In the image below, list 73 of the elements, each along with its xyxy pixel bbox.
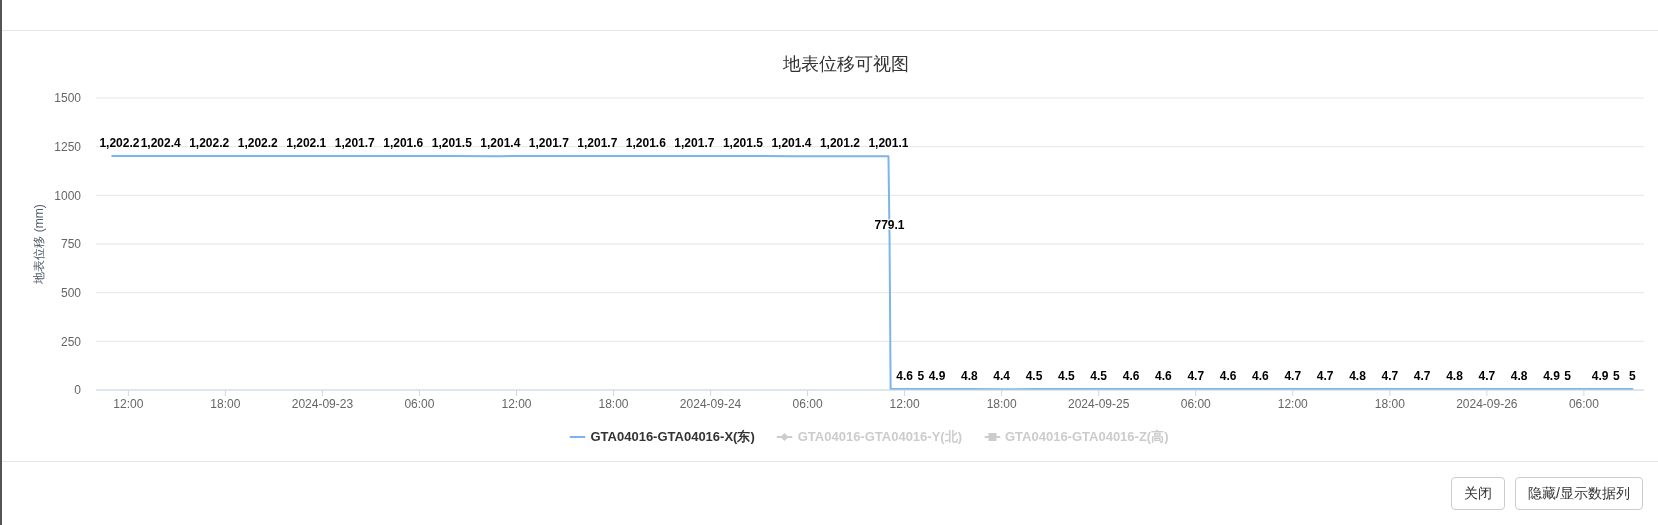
data-label: 1,202.4: [140, 135, 182, 150]
x-tick-label: 2024-09-26: [1456, 396, 1518, 411]
data-label: 4.5: [1058, 369, 1076, 384]
data-label: 4.7: [1284, 369, 1302, 384]
y-axis-title: 地表位移 (mm): [32, 204, 46, 284]
data-label: 1,201.7: [577, 136, 618, 151]
x-tick-label: 18:00: [986, 396, 1018, 411]
data-label: 4.7: [1316, 369, 1334, 384]
data-label: 4.9: [1543, 369, 1561, 384]
data-label: 5: [1612, 369, 1620, 384]
x-tick-label: 06:00: [1568, 396, 1600, 411]
data-label: 4.5: [1025, 369, 1043, 384]
x-tick-label: 06:00: [792, 396, 823, 411]
x-tick-label: 18:00: [1374, 396, 1406, 411]
data-label: 4.8: [960, 369, 978, 384]
x-tick-label: 12:00: [501, 396, 532, 411]
data-label: 1,201.1: [868, 136, 909, 151]
x-tick-label: 18:00: [598, 396, 629, 411]
x-tick-label: 2024-09-23: [291, 396, 354, 411]
data-label: 1,201.6: [625, 136, 667, 151]
data-label: 1,202.1: [286, 135, 327, 150]
y-tick-label: 1250: [54, 139, 82, 154]
data-label: 4.9: [1591, 369, 1609, 384]
data-label: 4.6: [1122, 369, 1140, 384]
data-label: 4.9: [928, 369, 946, 384]
data-label: 4.6: [1155, 369, 1173, 384]
data-label: 779.1: [874, 218, 905, 233]
button[interactable]: 关闭: [1451, 477, 1506, 510]
button[interactable]: 隐藏/显示数据列: [1515, 477, 1643, 510]
data-label: 4.8: [1446, 369, 1464, 384]
x-tick-label: 06:00: [404, 396, 435, 411]
x-tick-label: 12:00: [889, 396, 920, 411]
x-tick-label: 2024-09-25: [1068, 396, 1130, 411]
data-label: 1,201.7: [334, 136, 376, 151]
data-label: 1,202.2: [99, 135, 140, 150]
legend-label: GTA04016-GTA04016-X(东): [590, 429, 755, 444]
data-label: 4.7: [1187, 369, 1205, 384]
data-label: 1,201.7: [674, 136, 715, 151]
y-tick-label: 500: [60, 285, 82, 300]
chart-title: 地表位移可视图: [783, 54, 909, 74]
x-tick-label: 06:00: [1180, 396, 1212, 411]
data-label: 4.4: [993, 369, 1011, 384]
data-label: 4.8: [1349, 369, 1367, 384]
data-label: 1,201.4: [480, 136, 521, 151]
y-tick-label: 1000: [54, 188, 82, 203]
data-label: 1,202.2: [237, 135, 279, 150]
x-tick-label: 12:00: [1277, 396, 1309, 411]
line-series: [111, 154, 1634, 390]
x-tick-label: 2024-09-24: [679, 396, 742, 411]
y-tick-label: 0: [74, 383, 82, 398]
x-tick-label: 12:00: [113, 396, 144, 411]
data-label: 1,201.2: [819, 136, 861, 151]
data-label: 4.6: [896, 369, 914, 384]
data-label: 4.6: [1252, 369, 1270, 384]
data-label: 4.5: [1090, 369, 1108, 384]
data-label: 1,201.4: [771, 136, 812, 151]
data-label: 4.7: [1413, 369, 1431, 384]
data-label: 5: [1629, 369, 1637, 384]
y-tick-label: 750: [60, 237, 82, 252]
data-label: 1,201.6: [383, 136, 424, 151]
data-label: 4.8: [1510, 369, 1528, 384]
data-label: 1,201.7: [528, 136, 570, 151]
data-label: 4.6: [1219, 369, 1237, 384]
data-label: 4.7: [1381, 369, 1399, 384]
y-tick-label: 1500: [54, 91, 82, 106]
data-label: 1,201.5: [431, 136, 473, 151]
data-label: 1,202.2: [189, 135, 230, 150]
data-label: 1,201.5: [722, 136, 764, 151]
data-label: 4.7: [1478, 369, 1496, 384]
x-tick-label: 18:00: [210, 396, 241, 411]
y-tick-label: 250: [60, 334, 82, 349]
data-label: 5: [1564, 369, 1572, 384]
data-label: 5: [917, 369, 925, 384]
